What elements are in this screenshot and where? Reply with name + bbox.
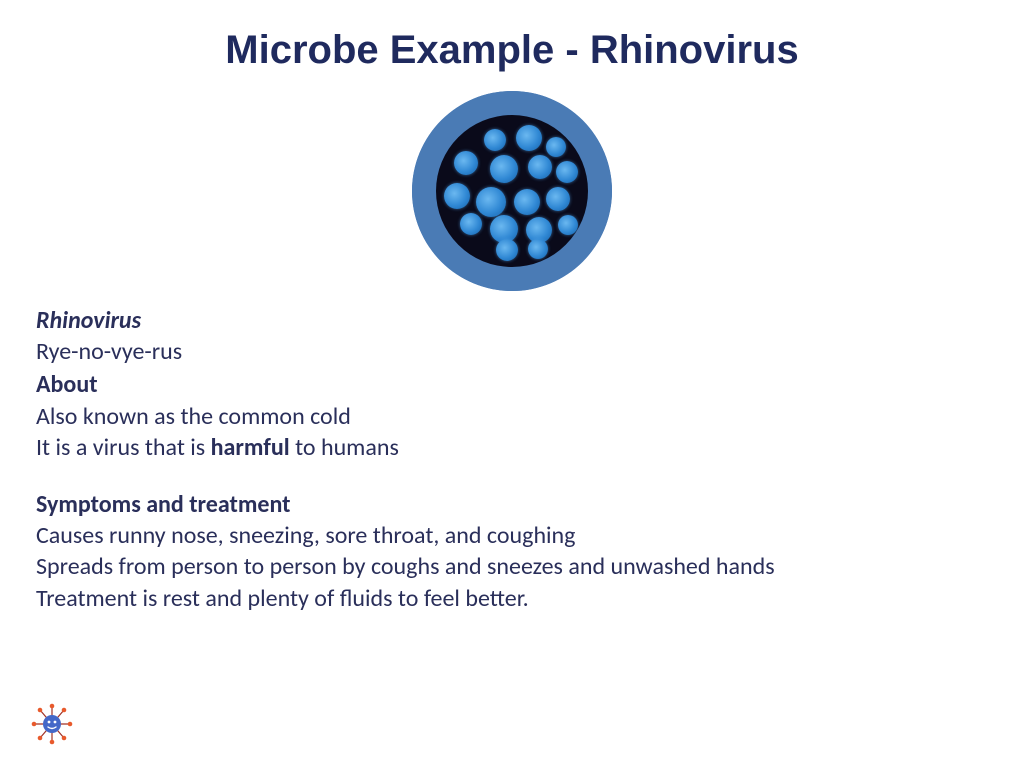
about-text-2-pre: It is a virus that is [36, 433, 211, 462]
virus-image-container [0, 91, 1024, 291]
about-text-2-post: to humans [290, 433, 399, 462]
eamus-logo-icon [30, 702, 74, 746]
symptoms-text-3: Treatment is rest and plenty of fluids t… [36, 583, 988, 614]
about-text-2: It is a virus that is harmful to humans [36, 432, 988, 463]
virus-microscope-image [412, 91, 612, 291]
symptoms-heading: Symptoms and treatment [36, 489, 988, 520]
symptoms-text-2: Spreads from person to person by coughs … [36, 551, 988, 582]
organism-name: Rhinovirus [36, 305, 988, 336]
content-body: Rhinovirus Rye-no-vye-rus About Also kno… [0, 291, 1024, 614]
pronunciation: Rye-no-vye-rus [36, 336, 988, 367]
about-text-2-bold: harmful [211, 433, 290, 462]
slide-title: Microbe Example - Rhinovirus [0, 0, 1024, 73]
symptoms-text-1: Causes runny nose, sneezing, sore throat… [36, 520, 988, 551]
about-text-1: Also known as the common cold [36, 401, 988, 432]
about-heading: About [36, 369, 988, 400]
